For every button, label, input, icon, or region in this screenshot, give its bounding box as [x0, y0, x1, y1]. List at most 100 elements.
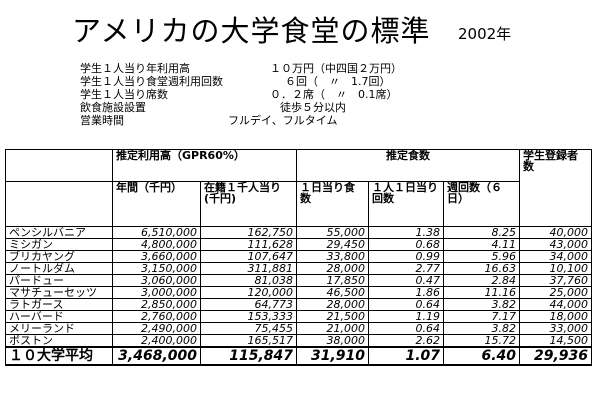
cell-per-1000: 153,333 [199, 310, 298, 323]
cell-annual: 2,760,000 [112, 310, 201, 323]
cell-weekly: 15.72 [443, 334, 521, 348]
cell-per-day: 29,450 [296, 238, 370, 251]
cell-per-person-day: 1.07 [368, 346, 445, 366]
table-row: ノートルダム 3,150,000 311,881 28,000 2.77 16.63 10,… [5, 262, 593, 275]
table-row: マサチューセッツ 3,000,000 120,000 46,500 1.86 11.16 2… [5, 286, 593, 299]
fact-label: 学生１人当り席数 [80, 88, 168, 101]
cell-per-day: 33,800 [296, 250, 370, 263]
fact-label: 飲食施設設置 [80, 101, 146, 114]
table-row: ハーバード 2,760,000 153,333 21,500 1.19 7.17 18,00… [5, 310, 593, 323]
cell-per-person-day: 1.86 [368, 286, 445, 299]
cell-weekly: 4.11 [443, 238, 521, 251]
fact-label: 学生１人当り年利用高 [80, 62, 190, 75]
cell-enrollment: 10,100 [519, 262, 593, 275]
cell-enrollment: 43,000 [519, 238, 593, 251]
cell-per-1000: 107,647 [199, 250, 298, 263]
header-enrollment: 学生登録者数 [519, 149, 593, 227]
fact-value: １０万円（中四国２万円） [270, 62, 402, 75]
header-usage: 推定利用高（GPR60%） [111, 149, 298, 182]
cell-per-day: 31,910 [296, 346, 370, 366]
university-stats-table: 推定利用高（GPR60%） 推定食数 学生登録者数 年間（千円） 在籍１千人当り… [5, 149, 593, 366]
cell-per-1000: 311,881 [199, 262, 298, 275]
header-per-day: １日当り食数 [296, 181, 370, 227]
cell-per-day: 46,500 [296, 286, 370, 299]
cell-annual: 4,800,000 [112, 238, 201, 251]
cell-annual: 3,660,000 [112, 250, 201, 263]
cell-per-1000: 120,000 [199, 286, 298, 299]
table-row: ラトガース 2,850,000 64,773 28,000 0.64 3.82 44,000 [5, 298, 593, 311]
cell-per-person-day: 1.38 [368, 226, 445, 239]
university-name: パードュー [5, 274, 113, 287]
cell-per-person-day: 0.47 [368, 274, 445, 287]
cell-weekly: 5.96 [443, 250, 521, 263]
university-name: ミシガン [5, 238, 113, 251]
university-name: ブリカヤング [5, 250, 113, 263]
cell-weekly: 7.17 [443, 310, 521, 323]
cell-enrollment: 14,500 [519, 334, 593, 348]
cell-per-1000: 75,455 [199, 322, 298, 335]
table-row: メリーランド 2,490,000 75,455 21,000 0.64 3.82 33,00… [5, 322, 593, 335]
university-name: メリーランド [5, 322, 113, 335]
header-meals: 推定食数 [296, 149, 521, 182]
table-row: パードュー 3,060,000 81,038 17,850 0.47 2.84 37,760 [5, 274, 593, 287]
university-name: ラトガース [5, 298, 113, 311]
cell-annual: 2,400,000 [112, 334, 201, 348]
cell-per-person-day: 0.68 [368, 238, 445, 251]
cell-per-person-day: 2.62 [368, 334, 445, 348]
fact-value: ６回（ 〃 1.7回） [285, 75, 391, 88]
university-name: ハーバード [5, 310, 113, 323]
fact-value: 徒歩５分以内 [280, 101, 346, 114]
header-per-person-day: １人１日当り回数 [368, 181, 445, 227]
university-name: ボストン [5, 334, 113, 348]
cell-per-person-day: 0.64 [368, 298, 445, 311]
cell-enrollment: 44,000 [519, 298, 593, 311]
cell-enrollment: 40,000 [519, 226, 593, 239]
cell-enrollment: 34,000 [519, 250, 593, 263]
cell-annual: 3,060,000 [112, 274, 201, 287]
cell-weekly: 2.84 [443, 274, 521, 287]
blank-cell [5, 181, 113, 227]
cell-annual: 2,850,000 [112, 298, 201, 311]
year-label: 2002年 [458, 25, 512, 43]
cell-weekly: 3.82 [443, 298, 521, 311]
university-name: マサチューセッツ [5, 286, 113, 299]
cell-enrollment: 33,000 [519, 322, 593, 335]
fact-value: フルデイ、フルタイム [228, 114, 338, 127]
cell-per-1000: 111,628 [199, 238, 298, 251]
cell-per-day: 28,000 [296, 262, 370, 275]
corner-cell [5, 149, 113, 182]
cell-per-day: 55,000 [296, 226, 370, 239]
fact-label: 学生１人当り食堂週利用回数 [80, 75, 223, 88]
average-row: １０大学平均 3,468,000 115,847 31,910 1.07 6.4… [5, 346, 593, 366]
cell-per-1000: 165,517 [199, 334, 298, 348]
cell-per-person-day: 0.99 [368, 250, 445, 263]
cell-per-day: 38,000 [296, 334, 370, 348]
cell-per-1000: 162,750 [199, 226, 298, 239]
cell-per-person-day: 2.77 [368, 262, 445, 275]
cell-annual: 3,150,000 [112, 262, 201, 275]
cell-annual: 2,490,000 [112, 322, 201, 335]
table-row: ペンシルバニア 6,510,000 162,750 55,000 1.38 8.25 40,… [5, 226, 593, 239]
fact-value: ０．２席（ 〃 0.1席） [270, 88, 398, 101]
university-name: ノートルダム [5, 262, 113, 275]
cell-enrollment: 18,000 [519, 310, 593, 323]
cell-per-1000: 81,038 [199, 274, 298, 287]
fact-label: 営業時間 [80, 114, 124, 127]
cell-weekly: 16.63 [443, 262, 521, 275]
cell-weekly: 8.25 [443, 226, 521, 239]
cell-per-person-day: 1.19 [368, 310, 445, 323]
cell-per-person-day: 0.64 [368, 322, 445, 335]
cell-enrollment: 37,760 [519, 274, 593, 287]
cell-per-day: 21,000 [296, 322, 370, 335]
cell-enrollment: 29,936 [519, 346, 593, 366]
average-label: １０大学平均 [5, 346, 113, 366]
cell-weekly: 6.40 [443, 346, 521, 366]
cell-weekly: 3.82 [443, 322, 521, 335]
cell-per-1000: 115,847 [199, 346, 298, 366]
table-row: ボストン 2,400,000 165,517 38,000 2.62 15.72 14,50… [5, 334, 593, 348]
cell-annual: 3,000,000 [112, 286, 201, 299]
cell-annual: 6,510,000 [112, 226, 201, 239]
cell-per-day: 21,500 [296, 310, 370, 323]
header-annual: 年間（千円） [112, 181, 201, 227]
cell-annual: 3,468,000 [112, 346, 201, 366]
